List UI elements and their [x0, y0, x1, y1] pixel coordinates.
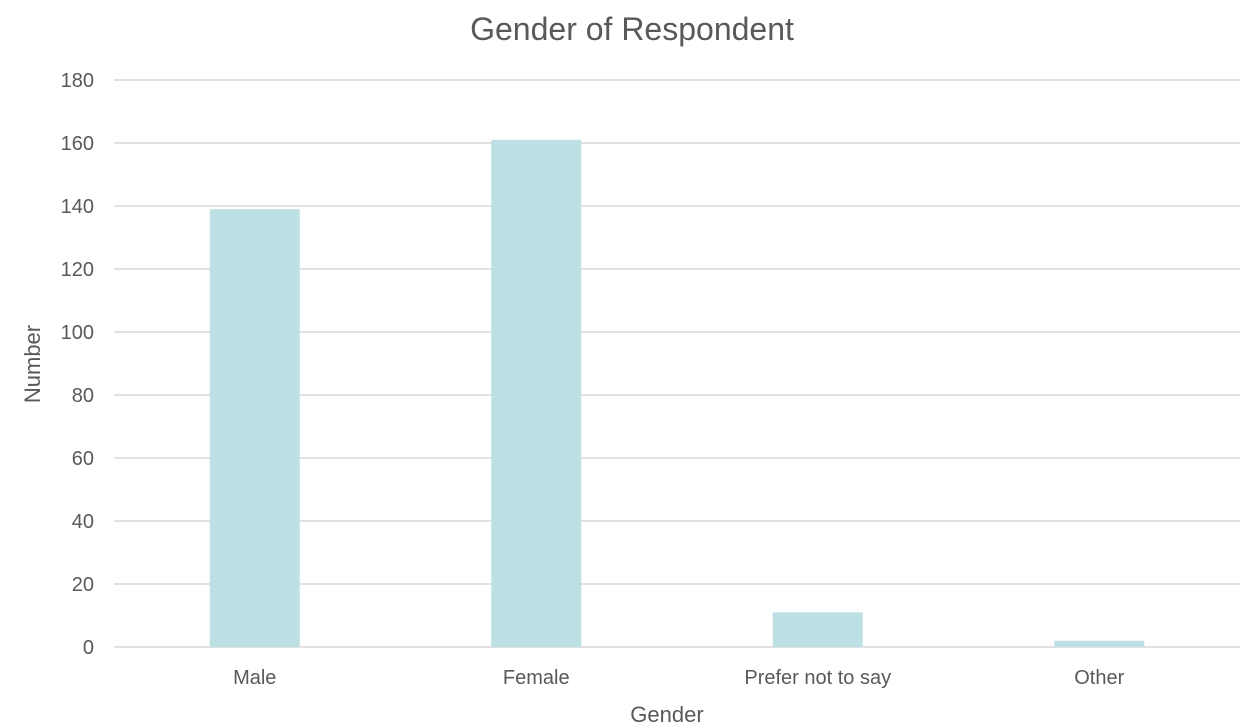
y-tick-label: 0: [83, 637, 94, 659]
gridlines: [114, 79, 1240, 648]
y-axis-ticks: 0 20 40 60 80 100 120 140 160 180: [61, 70, 94, 659]
x-tick-label: Female: [503, 667, 570, 689]
x-tick-label: Male: [233, 667, 276, 689]
bar-other: [1054, 640, 1145, 647]
x-axis-title: Gender: [630, 702, 703, 727]
y-tick-label: 120: [61, 259, 94, 281]
y-tick-label: 20: [72, 574, 94, 596]
bars: [209, 139, 1145, 647]
chart-title: Gender of Respondent: [470, 11, 794, 47]
y-tick-label: 100: [61, 322, 94, 344]
y-tick-label: 40: [72, 511, 94, 533]
x-axis-ticks: Male Female Prefer not to say Other: [233, 667, 1125, 689]
y-tick-label: 180: [61, 70, 94, 92]
y-tick-label: 80: [72, 385, 94, 407]
y-axis-title: Number: [20, 325, 45, 403]
x-tick-label: Prefer not to say: [744, 667, 891, 689]
y-tick-label: 140: [61, 196, 94, 218]
bar-prefer-not-to-say: [772, 612, 863, 647]
y-tick-label: 60: [72, 448, 94, 470]
bar-female: [491, 139, 582, 647]
bar-male: [209, 209, 300, 647]
x-tick-label: Other: [1074, 667, 1124, 689]
y-tick-label: 160: [61, 133, 94, 155]
